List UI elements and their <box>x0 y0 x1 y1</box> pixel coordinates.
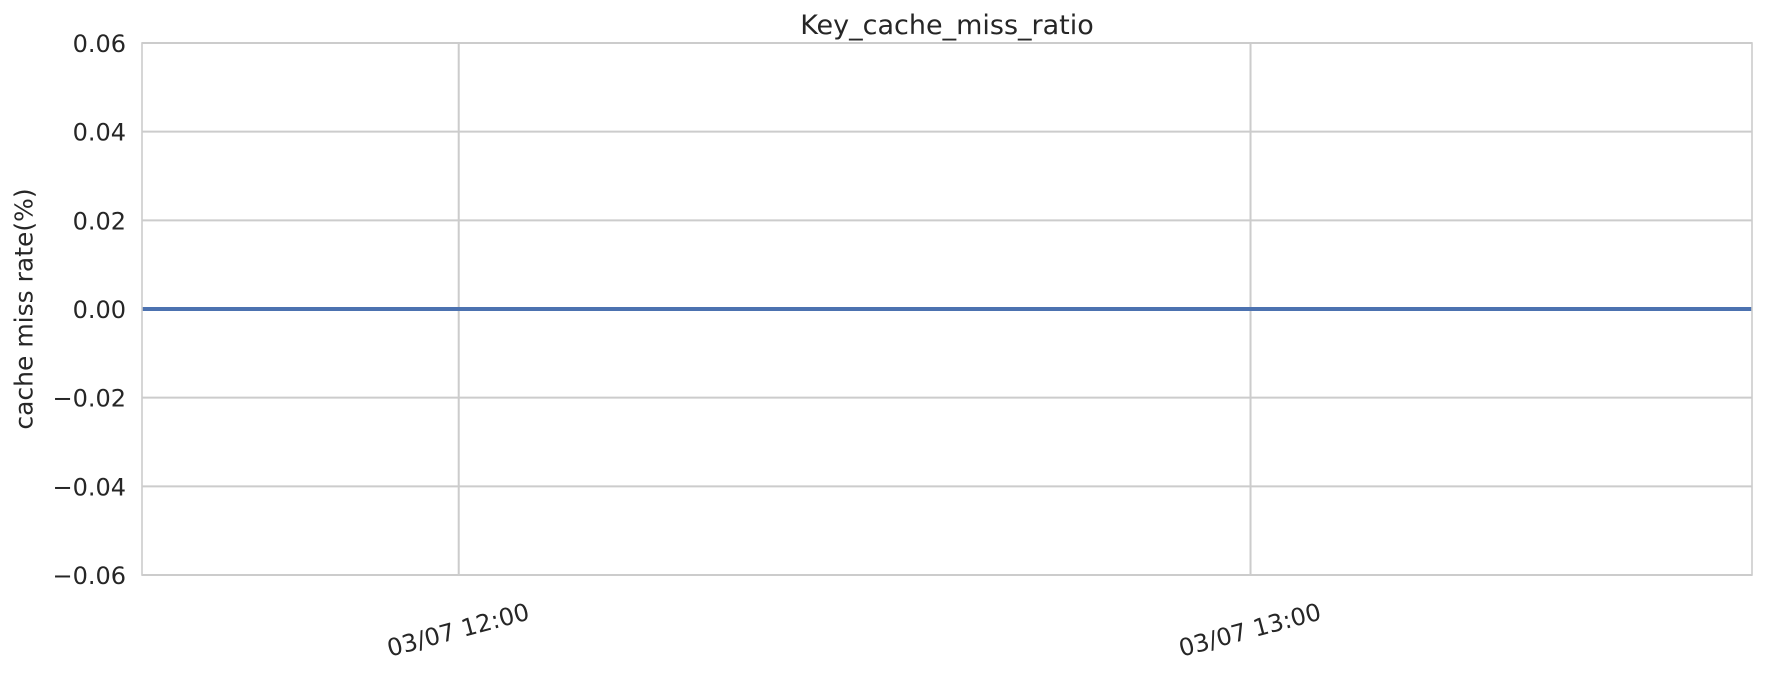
y-tick-labels: −0.06 −0.04 −0.02 0.00 0.02 0.04 0.06 <box>52 30 126 590</box>
y-tick-label: −0.02 <box>52 385 126 413</box>
y-axis-label: cache miss rate(%) <box>10 188 39 429</box>
y-tick-label: 0.02 <box>73 207 126 235</box>
y-tick-label: −0.06 <box>52 562 126 590</box>
y-tick-label: −0.04 <box>52 473 126 501</box>
plot-area-frame <box>141 42 1753 576</box>
y-tick-label: 0.06 <box>73 30 126 58</box>
y-tick-label: 0.00 <box>73 296 126 324</box>
chart-title: Key_cache_miss_ratio <box>800 10 1094 41</box>
y-tick-label: 0.04 <box>73 119 126 147</box>
